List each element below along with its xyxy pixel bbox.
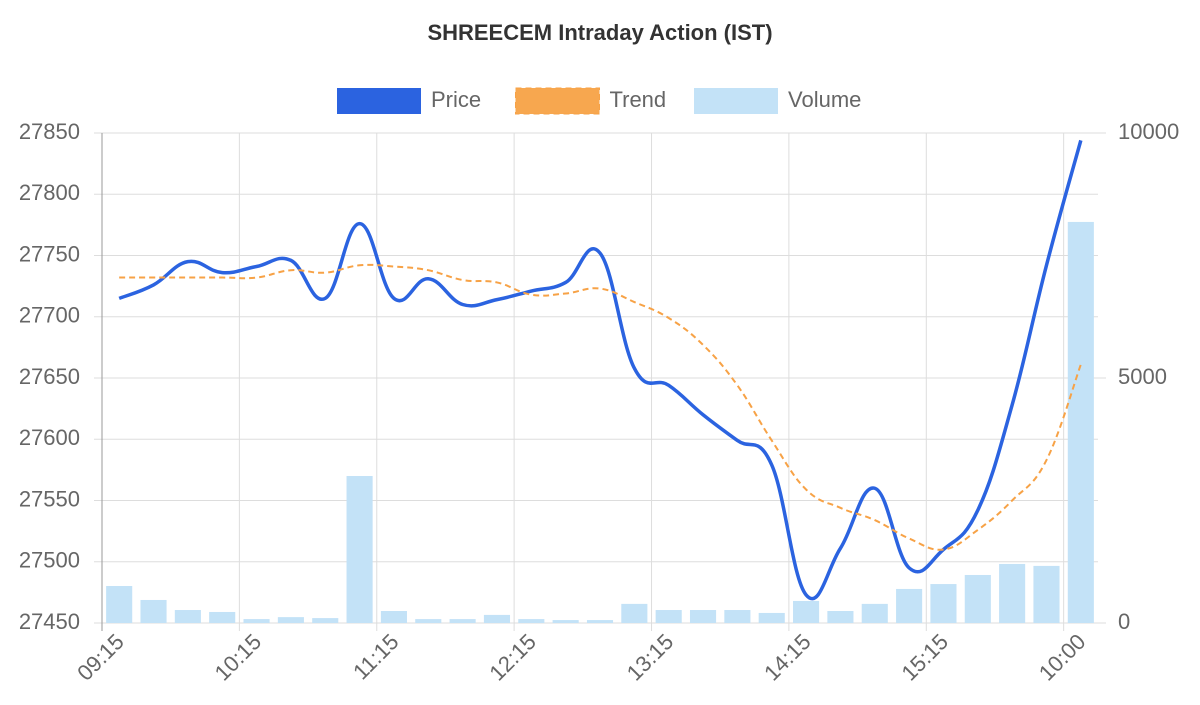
volume-bar (483, 614, 511, 623)
y-tick-label: 27550 (19, 486, 80, 511)
x-tick-label: 09:15 (72, 629, 129, 686)
y-tick-label: 27500 (19, 548, 80, 573)
x-tick-label: 12:15 (484, 629, 541, 686)
volume-bar (415, 619, 442, 623)
volume-bar (209, 611, 236, 623)
y-tick-label: 27450 (19, 609, 80, 634)
volume-bar (243, 619, 270, 623)
x-tick-label: 10:00 (1034, 629, 1091, 686)
volume-bar (896, 588, 923, 623)
volume-bar (930, 584, 957, 623)
x-tick-label: 15:15 (896, 629, 953, 686)
volume-bar (655, 610, 682, 623)
x-tick-label: 10:15 (210, 629, 267, 686)
volume-bar (174, 610, 201, 623)
volume-bar (140, 599, 167, 623)
volume-bar (964, 574, 991, 623)
volume-bar (586, 620, 614, 623)
y-tick-label: 27650 (19, 364, 80, 389)
volume-bar (758, 612, 785, 623)
y-tick-label: 27850 (19, 119, 80, 144)
x-tick-label: 11:15 (348, 629, 403, 684)
y-tick-label: 27750 (19, 241, 80, 266)
volume-bar (449, 619, 476, 623)
legend-swatch[interactable] (337, 88, 421, 114)
y-tick-label: 27700 (19, 303, 80, 328)
volume-bar (861, 603, 888, 623)
y2-tick-label: 5000 (1118, 364, 1167, 389)
volume-bar (827, 610, 854, 623)
x-tick-label: 14:15 (759, 629, 816, 686)
y-tick-label: 27800 (19, 180, 80, 205)
volume-bar (380, 610, 407, 623)
volume-bar (518, 619, 545, 623)
y2-tick-label: 0 (1118, 609, 1130, 634)
volume-bar (106, 586, 133, 623)
volume-bar (999, 563, 1026, 623)
volume-bar (277, 617, 304, 623)
volume-bar (312, 618, 339, 623)
legend-swatch[interactable] (515, 87, 600, 115)
volume-bar (1033, 565, 1060, 623)
volume-bar (552, 620, 579, 623)
volume-bar (724, 610, 751, 623)
legend-label[interactable]: Volume (788, 87, 861, 112)
trend-line (119, 263, 1082, 551)
volume-bar (793, 600, 820, 623)
y-tick-label: 27600 (19, 425, 80, 450)
volume-bar (1067, 221, 1094, 623)
volume-bar (689, 610, 717, 623)
price-line (118, 139, 1083, 601)
legend-swatch[interactable] (694, 88, 778, 114)
legend-label[interactable]: Price (431, 87, 481, 112)
volume-bar (621, 603, 648, 623)
chart-title: SHREECEM Intraday Action (IST) (427, 20, 772, 45)
legend-label[interactable]: Trend (610, 87, 667, 112)
x-tick-label: 13:15 (622, 629, 679, 686)
y2-tick-label: 10000 (1118, 119, 1179, 144)
volume-bar (346, 476, 373, 623)
